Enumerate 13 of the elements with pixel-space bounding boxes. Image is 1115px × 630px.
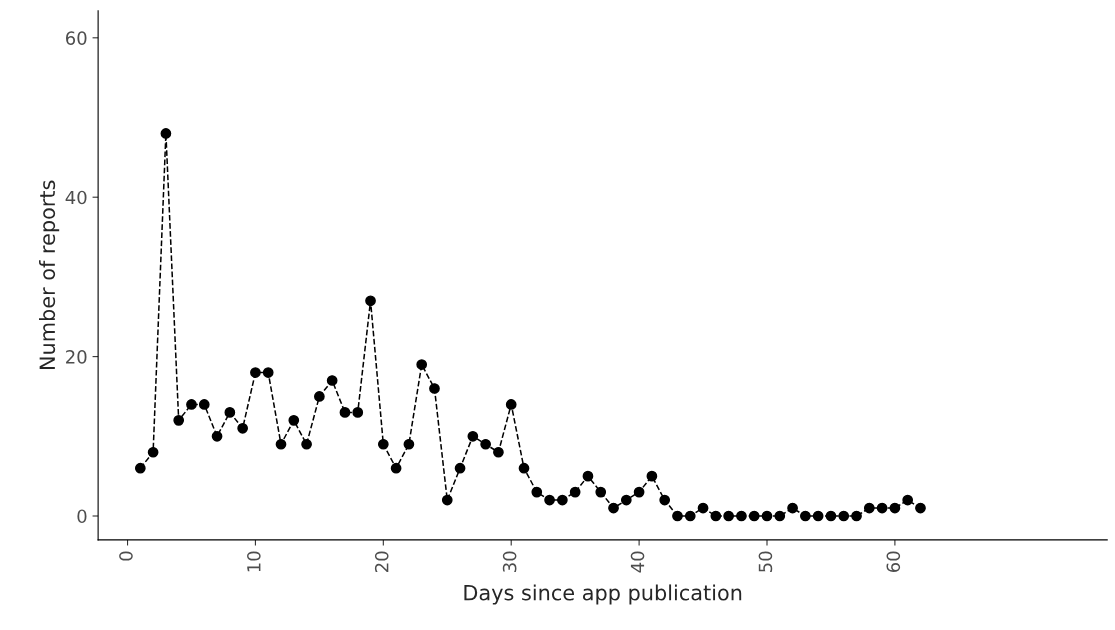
y-tick-label: 0	[77, 509, 87, 524]
y-tick-label: 40	[65, 190, 87, 205]
x-tick-label: 0	[119, 551, 133, 561]
x-tick-label: 20	[374, 551, 389, 572]
x-tick-label: 50	[758, 551, 773, 572]
x-tick-label: 10	[247, 551, 261, 572]
x-tick-label: 60	[886, 551, 901, 573]
x-tick-label: 30	[502, 551, 517, 572]
x-tick-label: 40	[630, 551, 645, 573]
x-axis-title: Days since app publication	[464, 584, 742, 605]
y-tick-label: 60	[65, 31, 87, 45]
y-tick-label: 20	[66, 350, 87, 364]
y-axis-title: Number of reports	[39, 180, 60, 370]
